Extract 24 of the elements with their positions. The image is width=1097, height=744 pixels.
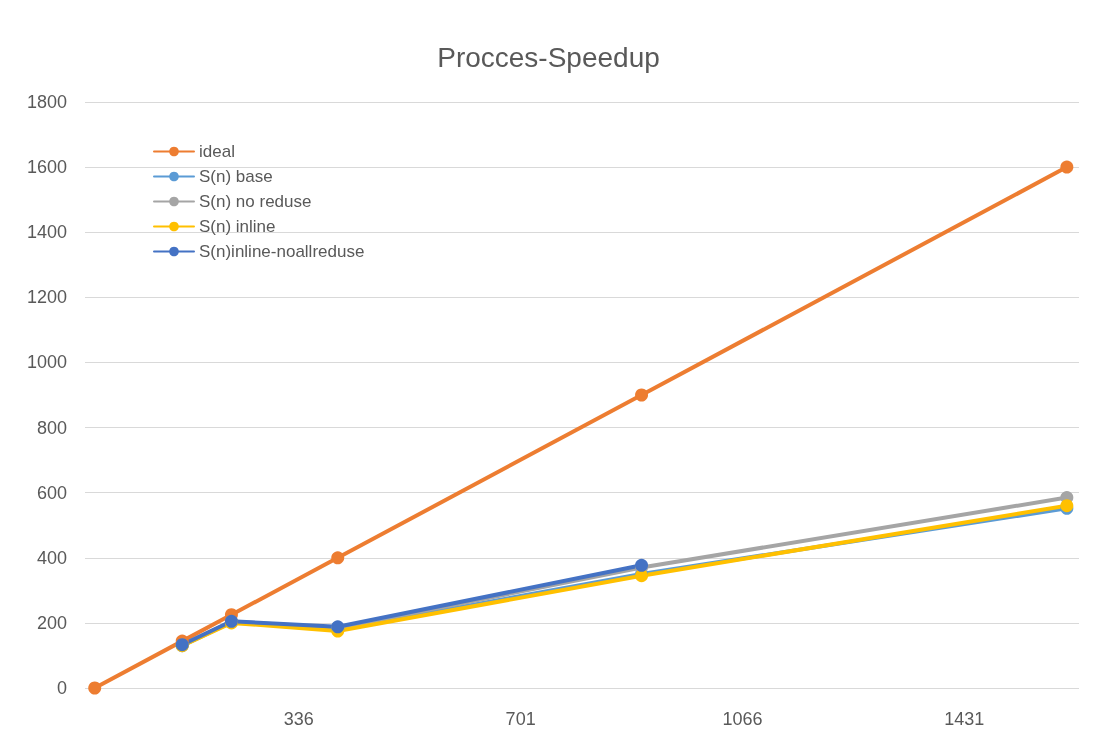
y-tick-label: 0 <box>56 678 67 698</box>
y-tick-label: 600 <box>36 482 67 503</box>
legend-label: S(n) inline <box>199 217 276 236</box>
y-tick-label: 800 <box>36 417 67 438</box>
x-tick-label: 1066 <box>722 709 763 729</box>
legend-label: S(n)inline-noallreduse <box>199 242 365 261</box>
point <box>1060 160 1074 174</box>
point <box>331 551 345 565</box>
legend-label: S(n) base <box>199 167 273 186</box>
y-tick-label: 1600 <box>26 157 67 178</box>
legend-label: ideal <box>199 142 235 161</box>
y-tick-label: 1400 <box>26 222 67 243</box>
point <box>635 388 649 402</box>
y-tick-label: 200 <box>36 612 67 633</box>
y-tick-label: 1000 <box>26 352 67 373</box>
legend-label: S(n) no reduse <box>199 192 312 211</box>
y-tick-label: 1800 <box>26 92 67 112</box>
x-tick-label: 1431 <box>944 709 985 729</box>
x-tick-label: 336 <box>283 709 314 729</box>
y-tick-label: 1200 <box>26 287 67 308</box>
chart-title: Procces-Speedup <box>437 41 660 73</box>
y-tick-label: 400 <box>36 547 67 568</box>
x-tick-label: 701 <box>505 709 536 729</box>
point <box>88 681 102 695</box>
